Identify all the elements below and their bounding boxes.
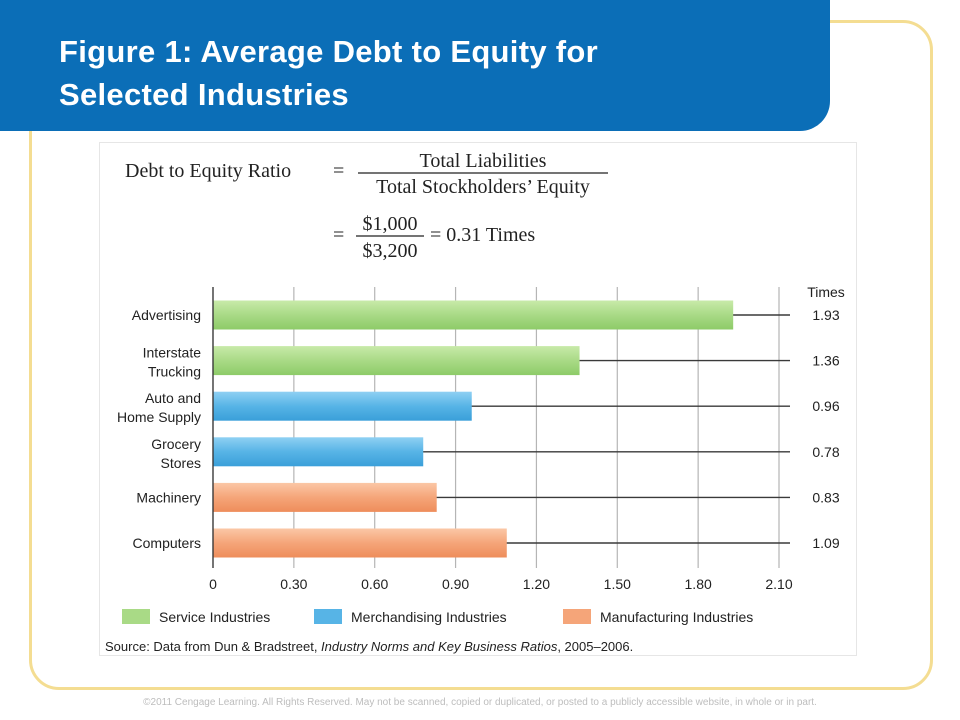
bar-computers [213,528,507,558]
category-label-line: Home Supply [117,409,201,425]
x-tick-label-4: 1.20 [523,576,550,592]
bar-advertising [213,300,734,330]
bars: 1.93 1.36 0.96 0.78 0.83 1.09 [213,300,840,558]
legend-swatch-merchandising-industries [314,609,342,624]
figure-panel: Debt to Equity Ratio = Total Liabilities… [100,143,856,655]
value-label-grocery-stores: 0.78 [812,444,839,460]
category-label-line: Interstate [143,345,202,361]
legend: Service Industries Merchandising Industri… [122,609,753,625]
x-tick-label-5: 1.50 [604,576,631,592]
x-tick-label-2: 0.60 [361,576,388,592]
formula-denominator: Total Stockholders’ Equity [376,176,590,198]
x-tick-label-7: 2.10 [765,576,792,592]
source-suffix: , 2005–2006. [557,639,633,654]
value-label-auto-and-home-supply: 0.96 [812,398,839,414]
category-label-grocery-stores: Grocery Stores [151,436,201,471]
source-note: Source: Data from Dun & Bradstreet, Indu… [105,639,633,654]
formula-denominator-value: $3,200 [363,240,418,262]
formula: Debt to Equity Ratio = Total Liabilities… [125,150,608,262]
slide-title-line-2: Selected Industries [59,77,349,112]
legend-label-manufacturing-industries: Manufacturing Industries [600,609,753,625]
bar-auto-and-home-supply [213,391,472,421]
category-label-interstate-trucking: Interstate Trucking [143,345,202,380]
formula-lhs: Debt to Equity Ratio [125,160,291,182]
bar-grocery-stores [213,437,424,467]
x-tick-label-3: 0.90 [442,576,469,592]
formula-result: = 0.31 Times [430,224,535,246]
formula-numerator-value: $1,000 [363,213,418,235]
source-prefix: Source: Data from Dun & Bradstreet, [105,639,321,654]
slide-title: Figure 1: Average Debt to Equity for Sel… [59,30,598,116]
category-label-machinery: Machinery [136,489,201,505]
category-label-line: Computers [133,535,201,551]
category-label-advertising: Advertising [132,307,201,323]
debt-to-equity-chart: Debt to Equity Ratio = Total Liabilities… [105,150,845,654]
grid-lines [293,287,780,568]
value-label-computers: 1.09 [812,535,839,551]
bar-machinery [213,482,437,512]
title-band: Figure 1: Average Debt to Equity for Sel… [0,0,830,131]
x-tick-label-6: 1.80 [685,576,712,592]
legend-label-merchandising-industries: Merchandising Industries [351,609,507,625]
legend-swatch-service-industries [122,609,150,624]
category-label-line: Auto and [145,390,201,406]
category-label-computers: Computers [133,535,201,551]
bar-interstate-trucking [213,346,580,376]
x-tick-label-1: 0.30 [280,576,307,592]
value-label-interstate-trucking: 1.36 [812,353,839,369]
category-labels: Advertising Interstate Trucking Auto and Hom… [117,307,201,551]
formula-numerator: Total Liabilities [420,150,547,172]
category-label-line: Machinery [136,489,201,505]
category-label-auto-and-home-supply: Auto and Home Supply [117,390,201,425]
formula-equals-sign-2: = [333,224,344,246]
legend-swatch-manufacturing-industries [563,609,591,624]
slide-title-line-1: Figure 1: Average Debt to Equity for [59,34,599,69]
x-tick-label-0: 0 [209,576,217,592]
copyright-footer: ©2011 Cengage Learning. All Rights Reser… [143,697,817,708]
category-label-line: Stores [161,455,201,471]
values-header: Times [807,284,845,300]
category-label-line: Grocery [151,436,201,452]
value-label-machinery: 0.83 [812,489,839,505]
value-label-advertising: 1.93 [812,307,839,323]
category-label-line: Trucking [148,364,201,380]
legend-label-service-industries: Service Industries [159,609,270,625]
category-label-line: Advertising [132,307,201,323]
source-title: Industry Norms and Key Business Ratios [321,639,558,654]
formula-equals-sign: = [333,160,344,182]
x-axis: 0 0.30 0.60 0.90 1.20 1.50 1.80 2.10 [209,287,793,592]
